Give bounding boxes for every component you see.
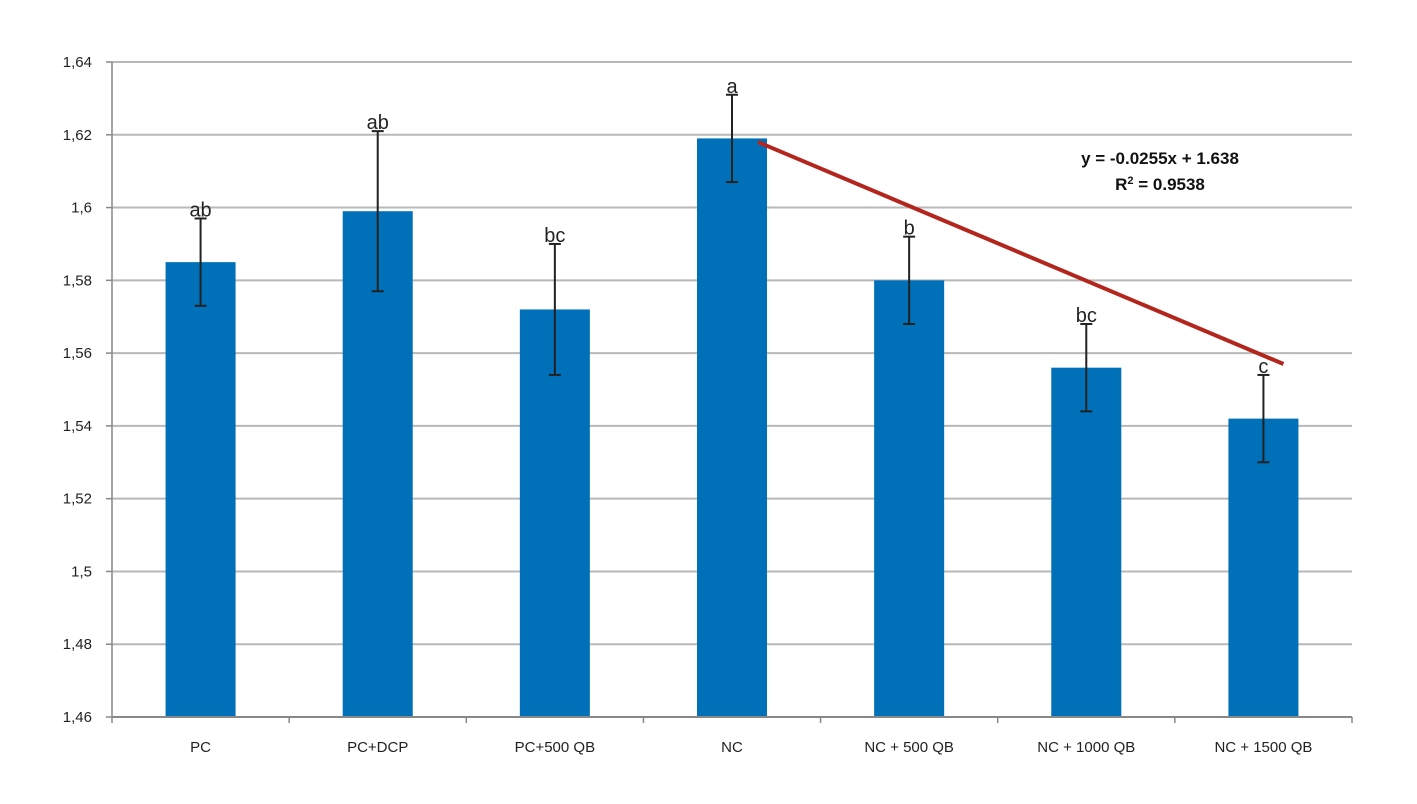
bar [519, 309, 590, 717]
y-tick-label: 1,56 [63, 345, 92, 362]
y-tick-label: 1,62 [63, 127, 92, 144]
r-squared-value: = 0.9538 [1134, 175, 1205, 194]
y-tick-label: 1,46 [63, 709, 92, 726]
bar [1051, 367, 1122, 717]
significance-letter: bc [544, 225, 565, 247]
y-tick-label: 1,5 [71, 563, 92, 580]
y-tick-label: 1,54 [63, 418, 92, 435]
bar [697, 138, 767, 717]
r-squared-prefix: R [1115, 175, 1127, 194]
y-tick-label: 1,48 [63, 636, 92, 653]
trendline-group [757, 140, 1285, 366]
significance-letter: ab [189, 199, 211, 221]
significance-letter: bc [1076, 305, 1097, 327]
bars [165, 138, 1299, 717]
axes [106, 61, 1353, 723]
x-tick-label: NC + 500 QB [864, 739, 954, 756]
y-tick-label: 1,6 [71, 200, 92, 217]
significance-letter: b [904, 218, 915, 240]
r-squared-sup: 2 [1127, 175, 1133, 187]
bar [165, 262, 236, 717]
trendline-r-squared: R2 = 0.9538 [1115, 175, 1205, 194]
x-tick-label: PC+DCP [347, 739, 408, 756]
x-tick-label: NC [721, 739, 743, 756]
x-tick-label: NC + 1000 QB [1037, 739, 1135, 756]
y-tick-label: 1,58 [63, 272, 92, 289]
significance-letter: ab [367, 112, 389, 134]
x-tick-label: NC + 1500 QB [1214, 739, 1312, 756]
significance-letter: c [1258, 356, 1268, 378]
x-tick-label: PC [190, 739, 211, 756]
bar [342, 211, 413, 717]
bar [1228, 418, 1299, 717]
bar [874, 280, 945, 717]
y-tick-label: 1,64 [63, 54, 92, 71]
x-tick-label: PC+500 QB [515, 739, 595, 756]
trendline-equation: y = -0.0255x + 1.638 [1081, 149, 1239, 168]
labels: 1,461,481,51,521,541,561,581,61,621,64ab… [63, 54, 1313, 756]
trendline [757, 140, 1285, 366]
error-bars [194, 93, 1270, 464]
y-tick-label: 1,52 [63, 491, 92, 508]
significance-letter: a [726, 76, 738, 98]
